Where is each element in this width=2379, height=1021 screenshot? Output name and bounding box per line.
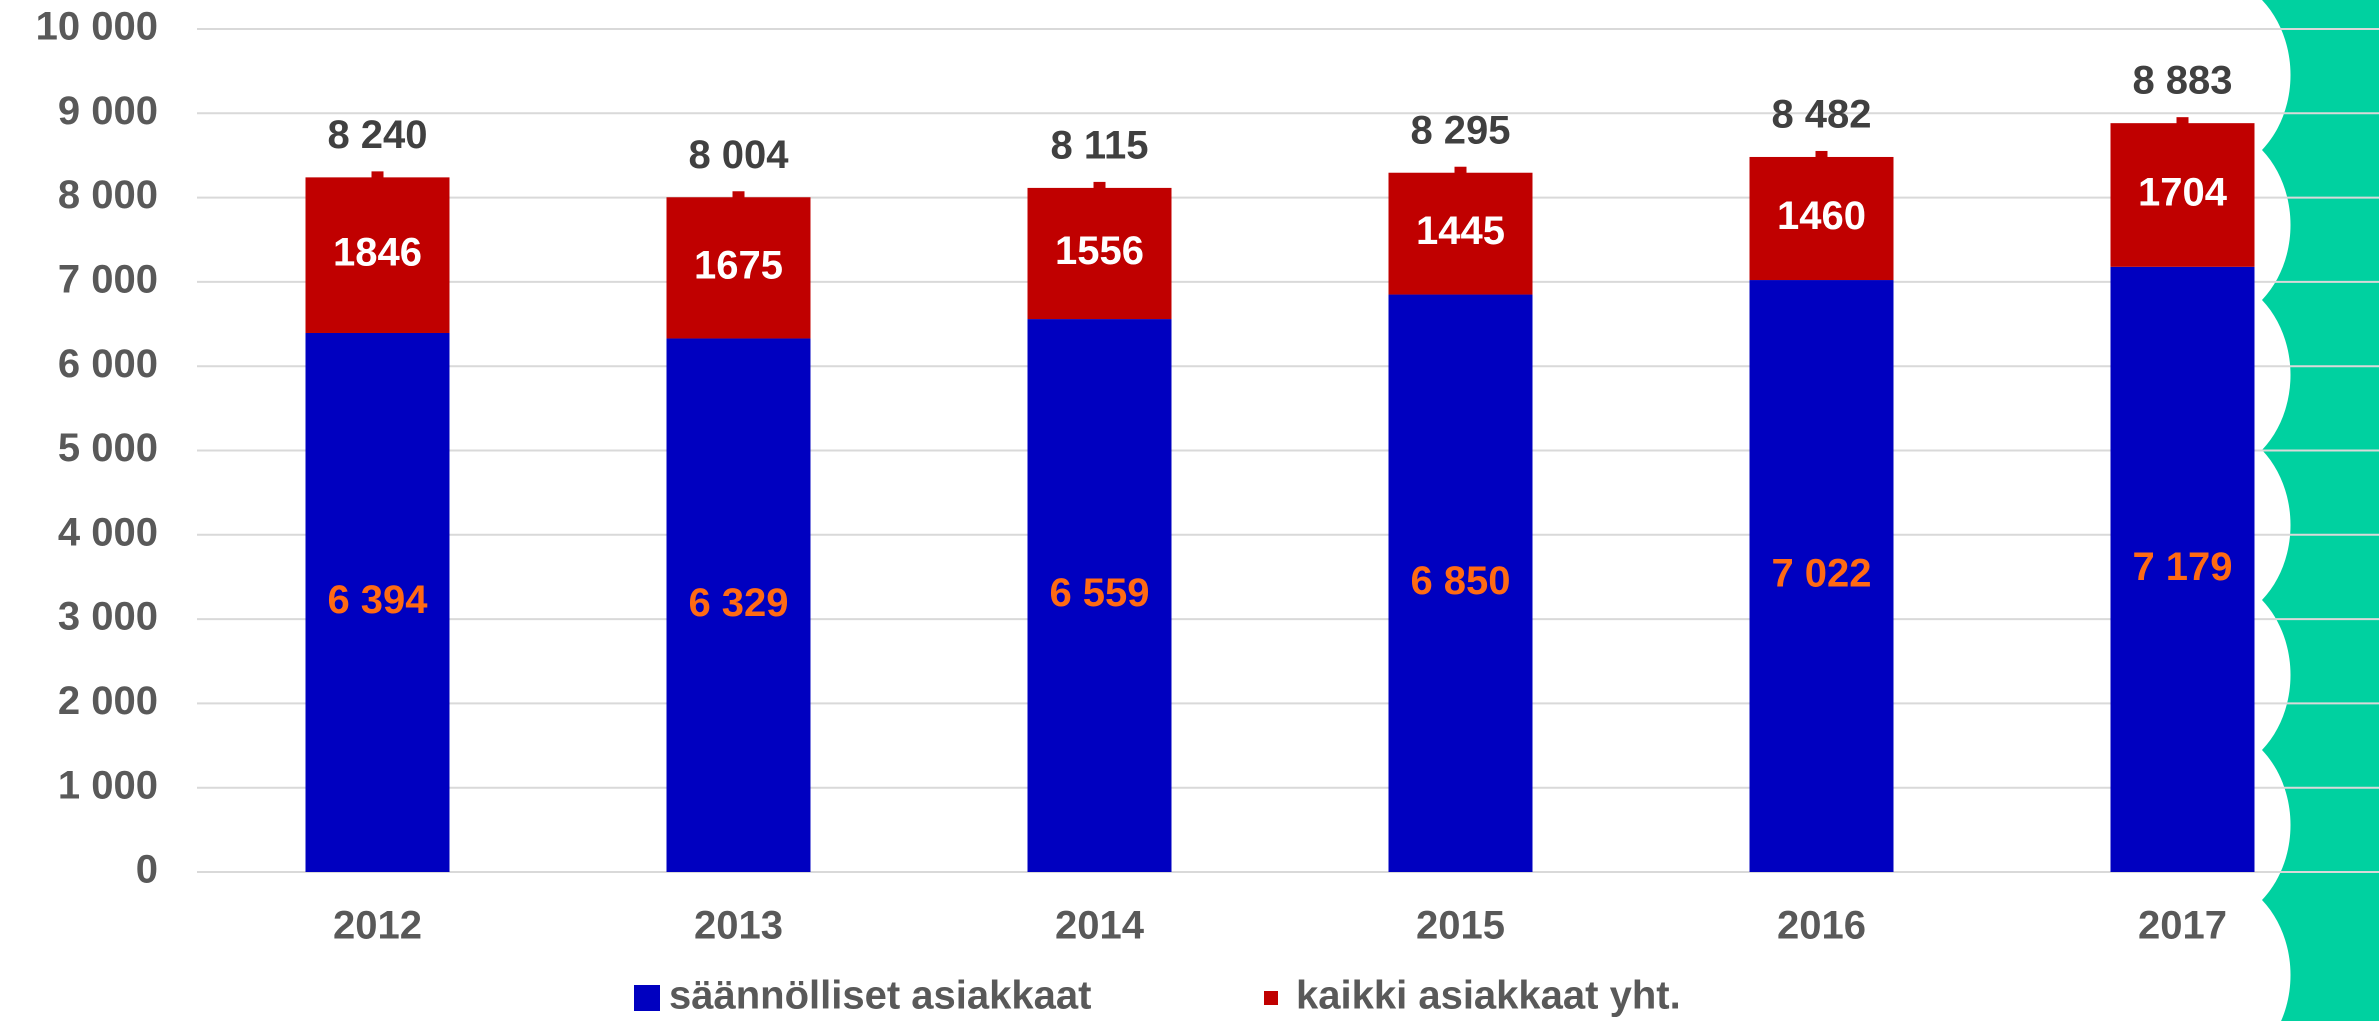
x-tick-label: 2015 bbox=[1416, 904, 1505, 948]
total-marker bbox=[371, 171, 384, 184]
bar-segment bbox=[1749, 280, 1894, 872]
y-tick-label: 7 000 bbox=[58, 257, 158, 301]
value-label: 6 394 bbox=[327, 578, 428, 622]
value-label: 6 559 bbox=[1049, 571, 1149, 615]
y-tick-label: 4 000 bbox=[58, 510, 158, 554]
bar-segment bbox=[1027, 319, 1172, 872]
bar-segment bbox=[305, 177, 450, 333]
x-tick-label: 2014 bbox=[1055, 904, 1145, 948]
value-label: 1846 bbox=[333, 231, 422, 275]
total-label: 8 482 bbox=[1771, 93, 1871, 137]
x-tick-label: 2016 bbox=[1777, 904, 1866, 948]
value-label: 1460 bbox=[1777, 194, 1866, 238]
total-label: 8 295 bbox=[1410, 108, 1510, 152]
bar-segment bbox=[666, 338, 811, 872]
x-tick-label: 2013 bbox=[694, 904, 783, 948]
total-marker bbox=[2176, 117, 2189, 130]
total-label: 8 115 bbox=[1051, 123, 1149, 167]
legend-label: säännölliset asiakkaat bbox=[669, 974, 1091, 1018]
y-tick-label: 9 000 bbox=[58, 89, 158, 133]
value-label: 7 179 bbox=[2132, 545, 2232, 589]
value-label: 1445 bbox=[1416, 209, 1505, 253]
y-tick-label: 2 000 bbox=[58, 679, 158, 723]
y-tick-label: 3 000 bbox=[58, 595, 158, 639]
total-marker bbox=[1454, 166, 1467, 179]
value-label: 1556 bbox=[1055, 229, 1144, 273]
bar-segment bbox=[2110, 123, 2255, 267]
total-marker bbox=[1093, 181, 1106, 194]
y-tick-label: 8 000 bbox=[58, 173, 158, 217]
y-tick-label: 0 bbox=[136, 848, 158, 892]
bar-segment bbox=[305, 332, 450, 872]
bar-segment bbox=[1388, 172, 1533, 295]
bar-segment bbox=[666, 197, 811, 339]
bar-segment bbox=[1388, 294, 1533, 872]
total-label: 8 004 bbox=[688, 133, 789, 177]
total-label: 8 240 bbox=[327, 113, 427, 157]
bar-segment bbox=[2110, 266, 2255, 872]
y-tick-label: 10 000 bbox=[36, 5, 158, 49]
legend-swatch bbox=[634, 985, 660, 1011]
total-label: 8 883 bbox=[2132, 59, 2232, 103]
value-label: 6 850 bbox=[1410, 559, 1510, 603]
y-tick-label: 5 000 bbox=[58, 426, 158, 470]
legend-swatch bbox=[1264, 991, 1278, 1005]
value-label: 6 329 bbox=[688, 581, 788, 625]
bar-segment bbox=[1027, 187, 1172, 320]
value-label: 7 022 bbox=[1771, 552, 1871, 596]
y-tick-label: 1 000 bbox=[58, 763, 158, 807]
value-label: 1704 bbox=[2138, 171, 2228, 215]
legend-label: kaikki asiakkaat yht. bbox=[1296, 974, 1681, 1018]
bar-segment bbox=[1749, 156, 1894, 281]
x-tick-label: 2017 bbox=[2138, 904, 2227, 948]
total-marker bbox=[1815, 150, 1828, 163]
total-marker bbox=[732, 191, 745, 204]
decoration bbox=[2262, 0, 2379, 1021]
value-label: 1675 bbox=[694, 243, 783, 287]
y-tick-label: 6 000 bbox=[58, 342, 158, 386]
x-tick-label: 2012 bbox=[333, 904, 422, 948]
